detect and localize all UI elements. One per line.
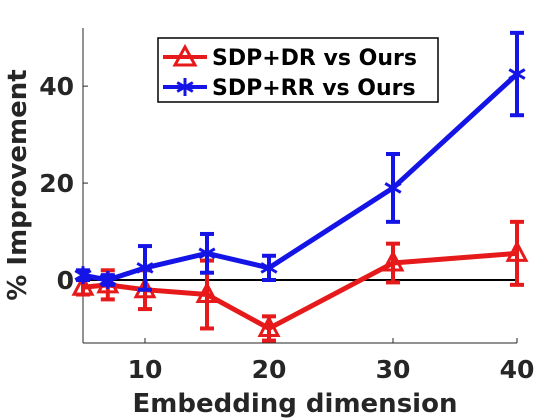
series-line bbox=[83, 74, 517, 280]
y-axis-label: % Improvement bbox=[3, 69, 33, 300]
x-tick-label: 40 bbox=[500, 355, 535, 384]
legend-label-sdp-rr: SDP+RR vs Ours bbox=[212, 76, 416, 101]
y-tick-label: 0 bbox=[57, 266, 74, 295]
legend: SDP+DR vs Ours SDP+RR vs Ours bbox=[158, 38, 438, 102]
series-sdp-dr bbox=[74, 222, 526, 341]
y-tick-label: 20 bbox=[39, 169, 74, 198]
x-tick-label: 30 bbox=[376, 355, 411, 384]
legend-label-sdp-dr: SDP+DR vs Ours bbox=[212, 46, 417, 71]
x-axis-label: Embedding dimension bbox=[133, 389, 458, 419]
y-tick-label: 40 bbox=[39, 72, 74, 101]
x-tick-label: 10 bbox=[128, 355, 163, 384]
x-tick-label: 20 bbox=[252, 355, 287, 384]
